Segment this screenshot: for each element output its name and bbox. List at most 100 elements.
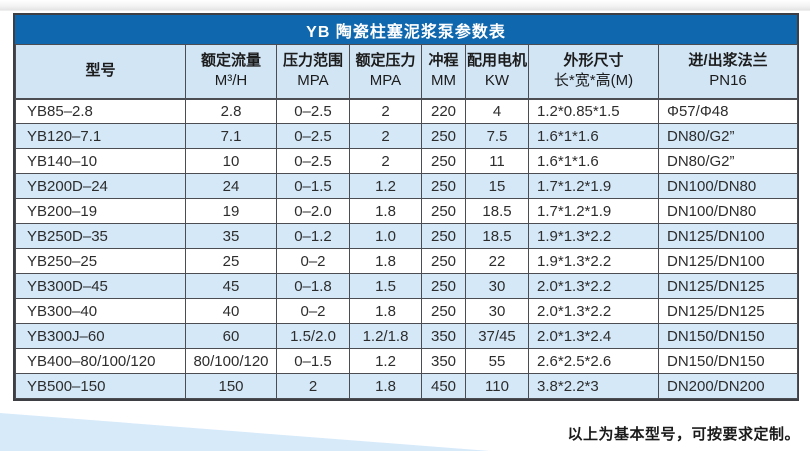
column-header-label: 外形尺寸 xyxy=(563,52,624,69)
table-row: YB250D–35 35 0–1.2 1.0 250 18.5 1.9*1.3*2.2 DN1… xyxy=(15,223,798,249)
column-header-label: 额定流量 xyxy=(200,52,261,69)
value-cell: Φ57/Φ48 xyxy=(658,98,798,124)
value-cell: 2 xyxy=(276,373,350,399)
value-cell: 2 xyxy=(349,148,422,174)
value-cell: 1.2/1.8 xyxy=(349,323,422,349)
model-cell: YB300J–60 xyxy=(15,323,186,349)
column-header-label: 配用电机 xyxy=(466,52,527,69)
value-cell: 250 xyxy=(421,148,466,174)
value-cell: DN150/DN150 xyxy=(658,323,798,349)
value-cell: 2.0*1.3*2.2 xyxy=(528,298,659,324)
value-cell: 2.0*1.3*2.2 xyxy=(528,273,659,299)
column-header-unit: MM xyxy=(431,72,456,90)
value-cell: 250 xyxy=(421,298,466,324)
header-row: 型号 额定流量 M³/H 压力范围 MPA 额定压力 MPA 冲程 MM 配用电机 KW 外形尺寸 长*… xyxy=(15,44,798,100)
value-cell: 450 xyxy=(421,373,466,399)
model-cell: YB200D–24 xyxy=(15,173,186,199)
table-row: YB200D–24 24 0–1.5 1.2 250 15 1.7*1.2*1.9 DN100… xyxy=(15,173,798,199)
value-cell: 2 xyxy=(349,98,422,124)
column-header-label: 进/出浆法兰 xyxy=(688,52,768,69)
value-cell: 0–1.5 xyxy=(276,173,350,199)
value-cell: 0–2 xyxy=(276,298,350,324)
value-cell: 37/45 xyxy=(465,323,529,349)
value-cell: 0–2.5 xyxy=(276,123,350,149)
value-cell: 30 xyxy=(465,273,529,299)
column-header: 冲程 MM xyxy=(421,44,466,100)
value-cell: 350 xyxy=(421,323,466,349)
value-cell: 1.6*1*1.6 xyxy=(528,123,659,149)
page-top-shade xyxy=(0,0,810,11)
value-cell: 11 xyxy=(465,148,529,174)
value-cell: 250 xyxy=(421,198,466,224)
value-cell: 18.5 xyxy=(465,223,529,249)
model-cell: YB85–2.8 xyxy=(15,98,186,124)
parameter-table: 型号 额定流量 M³/H 压力范围 MPA 额定压力 MPA 冲程 MM 配用电机 KW 外形尺寸 长*… xyxy=(15,44,798,399)
table-row: YB300D–45 45 0–1.8 1.5 250 30 2.0*1.3*2.2 DN125… xyxy=(15,273,798,299)
value-cell: 1.7*1.2*1.9 xyxy=(528,173,659,199)
value-cell: DN125/DN100 xyxy=(658,248,798,274)
value-cell: 1.5/2.0 xyxy=(276,323,350,349)
column-header-label: 型号 xyxy=(85,62,116,80)
value-cell: 250 xyxy=(421,273,466,299)
table-row: YB250–25 25 0–2 1.8 250 22 1.9*1.3*2.2 DN125/DN… xyxy=(15,248,798,274)
value-cell: DN125/DN100 xyxy=(658,223,798,249)
value-cell: DN100/DN80 xyxy=(658,173,798,199)
column-header: 配用电机 KW xyxy=(465,44,529,100)
value-cell: 1.6*1*1.6 xyxy=(528,148,659,174)
value-cell: 45 xyxy=(185,273,277,299)
table-row: YB120–7.1 7.1 0–2.5 2 250 7.5 1.6*1*1.6 DN80/G2… xyxy=(15,123,798,149)
column-header: 额定流量 M³/H xyxy=(185,44,277,100)
value-cell: 40 xyxy=(185,298,277,324)
table-title: YB 陶瓷柱塞泥浆泵参数表 xyxy=(15,15,797,44)
value-cell: DN80/G2” xyxy=(658,123,798,149)
table-body: YB85–2.8 2.8 0–2.5 2 220 4 1.2*0.85*1.5 Φ57/Φ48… xyxy=(15,98,798,399)
value-cell: 250 xyxy=(421,173,466,199)
value-cell: 0–2 xyxy=(276,248,350,274)
model-cell: YB250–25 xyxy=(15,248,186,274)
value-cell: 4 xyxy=(465,98,529,124)
table-row: YB500–150 150 2 1.8 450 110 3.8*2.2*3 DN200/DN2… xyxy=(15,373,798,399)
value-cell: 3.8*2.2*3 xyxy=(528,373,659,399)
value-cell: 35 xyxy=(185,223,277,249)
value-cell: 1.8 xyxy=(349,373,422,399)
value-cell: 1.9*1.3*2.2 xyxy=(528,248,659,274)
value-cell: 1.9*1.3*2.2 xyxy=(528,223,659,249)
spec-table: YB 陶瓷柱塞泥浆泵参数表 型号 额定流量 M³/H 压力范围 MPA 额定压力 MPA 冲程… xyxy=(13,13,799,401)
value-cell: 80/100/120 xyxy=(185,348,277,374)
value-cell: 220 xyxy=(421,98,466,124)
value-cell: 55 xyxy=(465,348,529,374)
value-cell: 0–1.5 xyxy=(276,348,350,374)
value-cell: 1.8 xyxy=(349,248,422,274)
table-row: YB300J–60 60 1.5/2.0 1.2/1.8 350 37/45 2.0*1.3… xyxy=(15,323,798,349)
column-header: 外形尺寸 长*宽*高(M) xyxy=(528,44,659,100)
value-cell: 1.7*1.2*1.9 xyxy=(528,198,659,224)
model-cell: YB400–80/100/120 xyxy=(15,348,186,374)
value-cell: 1.8 xyxy=(349,298,422,324)
value-cell: 22 xyxy=(465,248,529,274)
column-header-unit: KW xyxy=(484,72,510,90)
value-cell: DN200/DN200 xyxy=(658,373,798,399)
value-cell: 0–2.5 xyxy=(276,148,350,174)
value-cell: 10 xyxy=(185,148,277,174)
table-row: YB300–40 40 0–2 1.8 250 30 2.0*1.3*2.2 DN125/DN… xyxy=(15,298,798,324)
table-row: YB200–19 19 0–2.0 1.8 250 18.5 1.7*1.2*1.9 DN10… xyxy=(15,198,798,224)
value-cell: 0–2.0 xyxy=(276,198,350,224)
value-cell: 2 xyxy=(349,123,422,149)
value-cell: 1.2 xyxy=(349,348,422,374)
value-cell: 110 xyxy=(465,373,529,399)
column-header-unit: MPA xyxy=(369,72,402,90)
table-row: YB140–10 10 0–2.5 2 250 11 1.6*1*1.6 DN80/G2” xyxy=(15,148,798,174)
value-cell: 19 xyxy=(185,198,277,224)
model-cell: YB300–40 xyxy=(15,298,186,324)
value-cell: 60 xyxy=(185,323,277,349)
value-cell: 0–2.5 xyxy=(276,98,350,124)
footer-note: 以上为基本型号，可按要求定制。 xyxy=(567,426,800,443)
value-cell: DN125/DN125 xyxy=(658,298,798,324)
value-cell: 1.2*0.85*1.5 xyxy=(528,98,659,124)
value-cell: 0–1.8 xyxy=(276,273,350,299)
value-cell: 250 xyxy=(421,123,466,149)
value-cell: 0–1.2 xyxy=(276,223,350,249)
column-header-unit: PN16 xyxy=(709,72,747,90)
column-header: 额定压力 MPA xyxy=(349,44,422,100)
value-cell: 150 xyxy=(185,373,277,399)
